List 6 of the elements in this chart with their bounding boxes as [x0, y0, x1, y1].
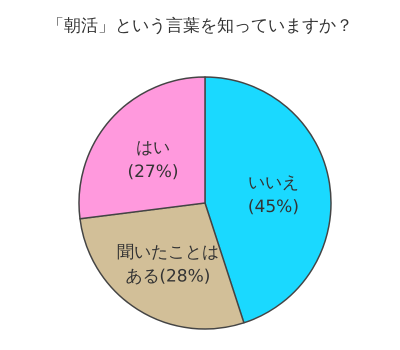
slice-label: 聞いたことはある(28%) — [116, 242, 219, 287]
data-label: (45%) — [248, 197, 299, 218]
chart-title: 「朝活」という言葉を知っていますか？ — [46, 15, 354, 37]
slice-label: はい — [136, 138, 170, 158]
slice-label: いいえ — [248, 173, 299, 194]
data-label: (27%) — [127, 162, 179, 182]
